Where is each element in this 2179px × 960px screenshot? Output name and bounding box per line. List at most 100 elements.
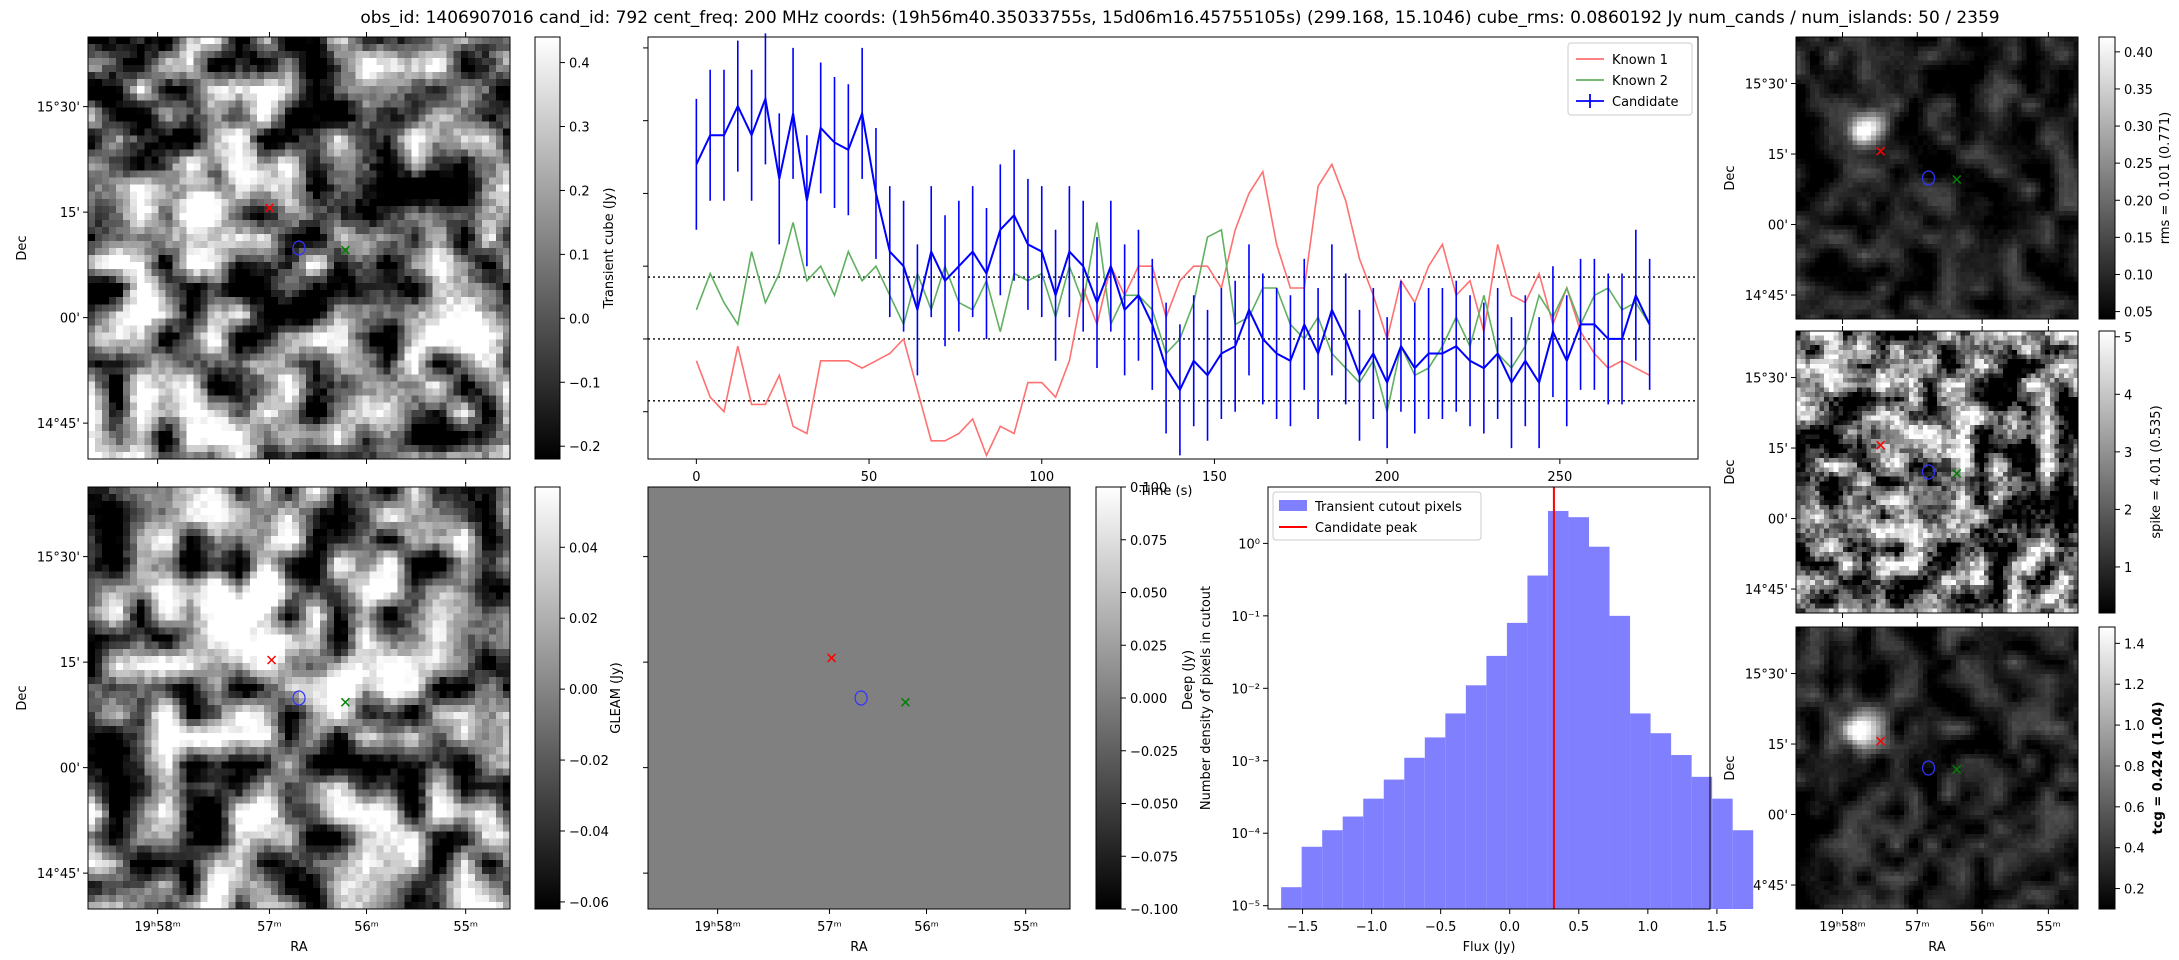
cbar-tick-label: 0.075 [1130,534,1167,549]
y-tick-label: 10⁰ [1238,537,1260,552]
known2-marker [1952,764,1962,774]
candidate-contour [1921,760,1936,776]
cbar-label: tcg = 0.424 (1.04) [2151,702,2166,835]
hist-bar [1322,830,1343,909]
x-tick-label: 0.0 [1499,920,1520,935]
plot-area [648,37,1698,459]
ra-tick-label: 56ᵐ [1970,920,1995,935]
dec-tick-label: 14°45' [37,417,80,432]
cbar-label: Transient cube (Jy) [602,188,617,310]
known1-marker [1876,736,1886,746]
cbar-tick-label: 0.00 [569,683,598,698]
cbar-tick-label: 0.8 [2124,760,2145,775]
hist-bar [1383,779,1405,909]
hist-bar [1506,622,1528,909]
series-line-0 [695,162,1650,458]
legend-label: Candidate [1612,95,1678,110]
legend-swatch [1279,500,1307,511]
ra-tick-label: 55ᵐ [453,920,478,935]
hist-bar [1630,713,1651,909]
legend-label: Known 2 [1612,74,1668,89]
legend-label: Transient cutout pixels [1314,500,1462,515]
known1-marker [1876,146,1886,156]
series-line-1 [695,222,1651,412]
known2-marker [340,245,350,255]
sky-image [88,37,510,459]
y-axis-label: Dec [1723,459,1738,484]
y-axis-label: Number density of pixels in cutout [1199,586,1214,810]
flux-histogram-chart: −1.5 −1.0 −0.5 0.0 0.5 1.0 1.5 10⁰ 10⁻¹ 10⁻² 10⁻³ 1… [1181,486,1754,955]
lightcurve-chart: 0 50 100 150 200 250 Time (s) Known 1 Known 2 Can… [643,33,1699,499]
cbar-label: GLEAM (Jy) [609,662,624,733]
hist-bar [1712,798,1733,909]
cbar-tick-label: 1.2 [2124,678,2145,693]
dec-tick-label: 15°30' [37,551,80,566]
candidate-contour [1921,464,1936,480]
cbar-tick-label: 0.25 [2124,157,2153,172]
cbar-tick-label: −0.2 [569,440,601,455]
hist-bar [1732,830,1754,909]
dec-tick-label: 14°45' [1745,879,1788,894]
cbar-tick-label: 0.35 [2124,83,2153,98]
known1-marker [267,655,277,665]
ra-tick-label: 57ᵐ [817,920,842,935]
ra-tick-label: 56ᵐ [914,920,939,935]
dec-tick-label: 14°45' [1745,289,1788,304]
x-tick-label: 50 [861,470,878,485]
hist-bar [1691,776,1713,909]
axes-frame [87,486,511,910]
hist-bar [1650,733,1672,909]
dec-tick-label: 00' [60,762,80,777]
cbar-tick-label: 0.1 [569,248,590,263]
hist-bar [1363,798,1384,909]
rms-panel: 15°30' 15' 00' 14°45' Dec 0.40 0.35 0.30 0.25 0.2… [1723,32,2173,324]
hist-bar [1568,517,1590,909]
hist-bar [1547,510,1569,909]
gleam-panel: 19ʰ58ᵐ 57ᵐ 56ᵐ 55ᵐ RA 0.100 0.075 0.050 0.025 0.0… [643,481,1178,955]
y-axis-label-secondary: Deep (Jy) [1181,650,1196,710]
dec-tick-label: 00' [60,312,80,327]
x-tick-label: 1.5 [1707,920,1728,935]
known2-marker [1952,468,1962,478]
y-tick-label: 10⁻⁵ [1231,900,1260,915]
candidate-contour [854,690,868,706]
x-tick-label: 1.0 [1638,920,1659,935]
cbar-tick-label: 0.025 [1130,639,1167,654]
axes-frame [1795,626,2079,910]
x-tick-label: −1.5 [1287,920,1319,935]
dec-tick-label: 00' [1768,513,1788,528]
hist-bar [1671,755,1692,909]
colorbar [1095,486,1122,910]
ra-tick-label: 55ᵐ [2036,920,2061,935]
cbar-label: spike = 4.01 (0.535) [2149,405,2164,538]
hist-bar [1281,887,1302,909]
figure-title: obs_id: 1406907016 cand_id: 792 cent_fre… [360,8,1999,28]
cbar-tick-label: 3 [2124,446,2132,461]
cbar-tick-label: 0.000 [1130,692,1167,707]
cbar-tick-label: −0.06 [569,896,609,911]
x-axis-label: RA [850,940,868,955]
dec-tick-label: 15' [1768,442,1788,457]
ra-tick-label: 56ᵐ [354,920,379,935]
y-tick-label: 10⁻² [1231,682,1260,697]
known2-marker [1952,174,1962,184]
cbar-tick-label: 0.2 [2124,883,2145,898]
candidate-contour [292,240,306,256]
ra-tick-label: 57ᵐ [1905,920,1930,935]
cbar-tick-label: 1.0 [2124,719,2145,734]
legend-box [1272,491,1482,541]
cbar-tick-label: 2 [2124,503,2132,518]
dec-tick-label: 14°45' [1745,583,1788,598]
cbar-tick-label: 0.02 [569,612,598,627]
x-axis-label: RA [290,940,308,955]
y-tick-label: 10⁻¹ [1231,610,1260,625]
cbar-tick-label: 0.15 [2124,231,2153,246]
hist-bar [1465,685,1487,909]
axes-frame [87,36,511,460]
colorbar [534,486,561,910]
cbar-tick-label: 1.4 [2124,637,2145,652]
legend-label: Known 1 [1612,53,1668,68]
x-tick-label: −1.0 [1356,920,1388,935]
cbar-tick-label: 5 [2124,331,2132,346]
cbar-tick-label: −0.050 [1130,798,1178,813]
